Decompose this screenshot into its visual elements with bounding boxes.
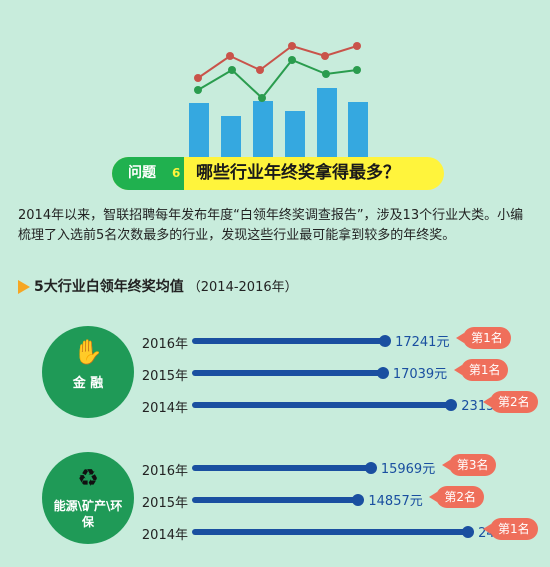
category-circle — [42, 326, 134, 418]
value-label: 17039元 — [392, 367, 448, 382]
decorative-bar — [317, 88, 337, 173]
bar-end-dot — [376, 367, 389, 379]
rank-badge: 第2名 — [429, 486, 485, 508]
year-label: 2015年 — [141, 496, 188, 511]
question-title: 哪些行业年终奖拿得最多？ — [196, 163, 400, 183]
decorative-green-line-dot — [194, 86, 202, 94]
question-banner: 问题 6 哪些行业年终奖拿得最多？ — [112, 157, 444, 190]
recycle-icon: ♻ — [77, 464, 99, 492]
question-tag: 问题 — [112, 157, 172, 190]
bar-end-dot — [352, 494, 365, 506]
rank-badge: 第1名 — [456, 327, 511, 349]
category-circle — [42, 452, 134, 544]
decorative-red-line-dot — [288, 42, 296, 50]
section-title-main: 5大行业白领年终奖均值 — [34, 279, 184, 295]
category-label: 金 融 — [72, 376, 104, 391]
year-label: 2016年 — [141, 337, 188, 352]
header-illustration — [189, 42, 368, 173]
value-label: 17241元 — [395, 335, 450, 350]
bar — [192, 529, 469, 535]
decorative-red-line-dot — [256, 66, 264, 74]
decorative-green-line-dot — [322, 70, 330, 78]
intro-paragraph: 2014年以来，智联招聘每年发布年度“白领年终奖调查报告”，涉及13个行业大类。… — [18, 208, 524, 243]
rank-badge: 第3名 — [441, 454, 497, 476]
decorative-lines — [194, 42, 361, 102]
decorative-red-line-dot — [353, 42, 361, 50]
question-number: 6 — [172, 157, 184, 190]
year-label: 2014年 — [141, 401, 188, 416]
value-label: 15969元 — [380, 462, 436, 477]
decorative-green-line-dot — [288, 56, 296, 64]
decorative-bar — [189, 103, 209, 173]
coins-hand-icon: ✋ — [73, 338, 103, 366]
decorative-red-line — [197, 44, 358, 79]
category-label: 能源\矿产\环保 — [53, 499, 123, 529]
decorative-red-line-dot — [194, 74, 202, 82]
bar — [192, 370, 383, 376]
year-label: 2016年 — [141, 464, 188, 479]
rank-badge: 第1名 — [483, 518, 538, 540]
section-title: 5大行业白领年终奖均值 （2014-2016年） — [34, 276, 298, 296]
bar — [192, 338, 386, 344]
bar-end-dot — [364, 462, 377, 474]
bar — [192, 402, 452, 408]
decorative-red-line-dot — [321, 52, 329, 60]
section-title-subtitle: （2014-2016年） — [187, 280, 298, 295]
section-arrow-icon — [18, 280, 30, 294]
decorative-green-line — [197, 58, 358, 100]
year-label: 2015年 — [141, 369, 188, 384]
bar-end-dot — [462, 526, 475, 538]
bar-end-dot — [379, 335, 392, 347]
decorative-bar — [253, 101, 273, 173]
decorative-green-line-dot — [353, 66, 361, 74]
rank-badge: 第2名 — [483, 391, 538, 413]
value-label: 14857元 — [368, 494, 423, 509]
decorative-bar — [348, 102, 368, 173]
bar-end-dot — [445, 399, 458, 411]
decorative-green-line-dot — [228, 66, 236, 74]
year-label: 2014年 — [141, 528, 188, 543]
bar — [192, 497, 359, 503]
rank-badge: 第1名 — [453, 359, 509, 381]
decorative-green-line-dot — [258, 94, 266, 102]
decorative-red-line-dot — [226, 52, 234, 60]
bar — [192, 465, 371, 471]
